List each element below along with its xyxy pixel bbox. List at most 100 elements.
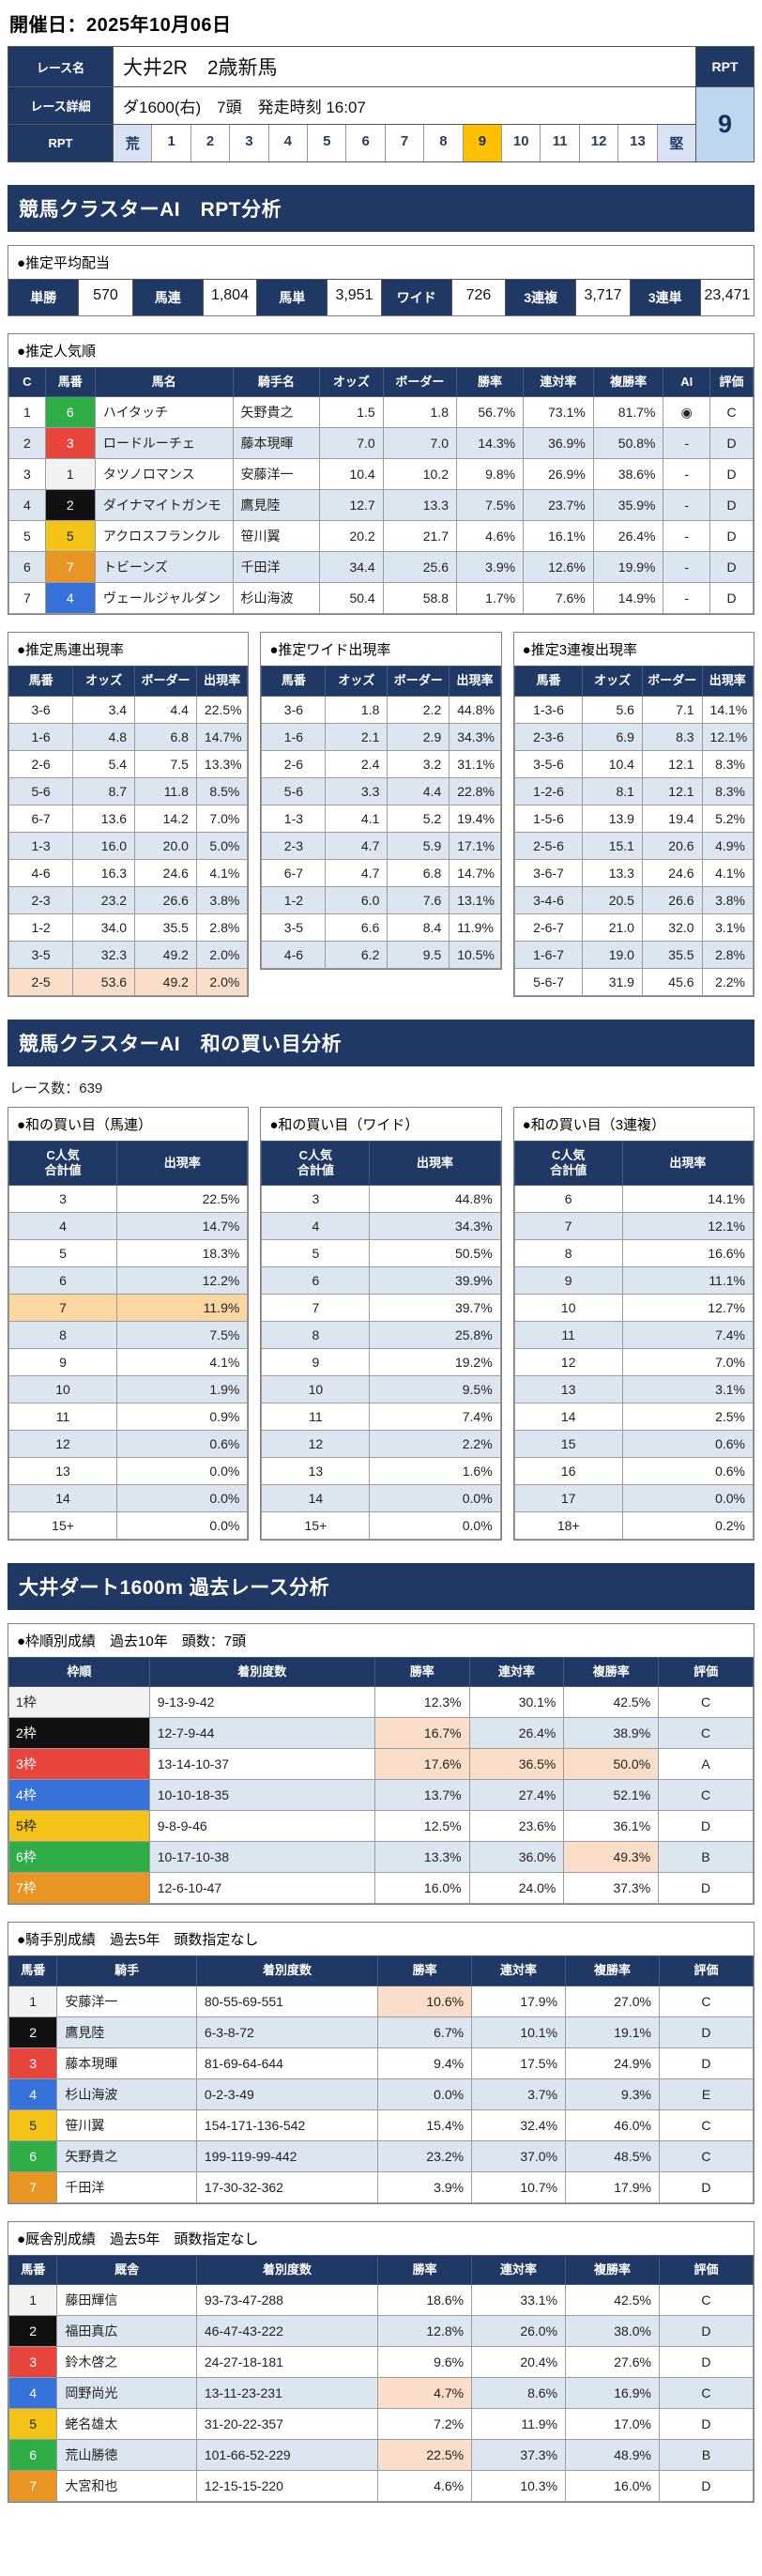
cell: 34.0 [72, 912, 136, 942]
cell: 1 [8, 396, 46, 429]
cell: 199-119-99-442 [195, 2139, 379, 2172]
wide-table: 馬番 オッズ ボーダー 出現率 3-6 1.8 2.2 44.8% 1-6 2.1 2.9 34.3%… [261, 666, 501, 969]
cell: 19.1% [565, 2016, 660, 2048]
cell: 20.6 [641, 831, 703, 860]
cell: 16.6% [621, 1239, 754, 1267]
table-row: 7 大宮和也 12-15-15-220 4.6% 10.3% 16.0% D [8, 2469, 754, 2502]
table-row: 1-3 16.0 20.0 5.0% [8, 831, 249, 860]
cell: 12.6% [523, 551, 594, 584]
cell: 2.2% [701, 967, 754, 996]
table-row: 1 安藤洋一 80-55-69-551 10.6% 17.9% 27.0% C [8, 1985, 754, 2017]
rpt-scale-cell: 1 [151, 125, 190, 161]
cell: 12.7% [621, 1294, 754, 1322]
rpt-scale-cell: 13 [617, 125, 657, 161]
cell: 19.4 [641, 804, 703, 833]
cell: 7.0 [319, 427, 384, 460]
sanrenpuku-box: ●推定3連複出現率 馬番 オッズ ボーダー 出現率 1-3-6 5.6 7.1 14.1% 2-… [512, 632, 754, 997]
rpt-scale-cell-container: 荒 1 2 3 4 5 6 7 8 9 10 11 12 13 堅 [113, 124, 696, 162]
occurrence-tables-row: ●推定馬連出現率 馬番 オッズ ボーダー 出現率 3-6 3.4 4.4 22.5% 1-6 4.… [8, 632, 754, 997]
cell: 13 [261, 1457, 371, 1485]
cell: C [658, 1779, 754, 1812]
column-header: 勝率 [373, 1656, 470, 1688]
cell: 16.0% [565, 2469, 660, 2502]
cell: 17.0% [565, 2407, 660, 2440]
cell: 46.0% [565, 2108, 660, 2141]
cell: 6.2 [325, 940, 389, 969]
cell: 3.8% [195, 885, 249, 914]
cell: 26.9% [523, 458, 594, 491]
rpt-scale: 荒 1 2 3 4 5 6 7 8 9 10 11 12 13 堅 [114, 125, 696, 161]
cell: 20.0 [134, 831, 197, 860]
cell: 10.6% [377, 1985, 473, 2017]
frame-results-box: ●枠順別成績 過去10年 頭数：7頭 枠順 着別度数 勝率 連対率 複勝率 評価 1枠 9-1… [8, 1623, 754, 1906]
cell: 1-6 [8, 722, 74, 751]
cell: D [709, 582, 754, 615]
table-row: 4 2 ダイナマイトガンモ 鷹見陸 12.7 13.3 7.5% 23.7% 35.9% - D [8, 489, 754, 522]
column-header: 馬名 [94, 366, 234, 398]
cell: 5 [261, 1239, 371, 1267]
cell: D [658, 1872, 754, 1905]
stable-results-box: ●厩舎別成績 過去5年 頭数指定なし 馬番 厩舎 着別度数 勝率 連対率 複勝率 評価 1 藤田… [8, 2220, 754, 2503]
cell: 6.0 [325, 885, 389, 914]
column-header: 出現率 [116, 1140, 249, 1186]
race-name-label: レース名 [8, 46, 114, 87]
cell: 9-8-9-46 [148, 1810, 375, 1843]
cell: 37.3% [471, 2438, 567, 2471]
cell: 4.9% [701, 831, 754, 860]
table-row: 5-6 3.3 4.4 22.8% [261, 776, 501, 805]
cell: D [709, 489, 754, 522]
cell: 1-2 [261, 885, 327, 914]
cell: C [658, 2139, 754, 2172]
cell: 50.4 [319, 582, 384, 615]
cell: C [709, 396, 754, 429]
section-title-wa-kaime: 競馬クラスターAI 和の買い目分析 [8, 1019, 754, 1066]
cell: 4.7 [325, 831, 389, 860]
section-title-rpt-analysis: 競馬クラスターAI RPT分析 [8, 185, 754, 232]
cell: 6-7 [8, 804, 74, 833]
cell: 22.8% [449, 776, 501, 805]
cell: 7.4% [369, 1403, 501, 1431]
cell: 7.5% [455, 489, 525, 522]
cell: 13.3 [382, 489, 457, 522]
table-row: 1 藤田輝信 93-73-47-288 18.6% 33.1% 42.5% C [8, 2283, 754, 2316]
cell: D [658, 2345, 754, 2378]
cell: トビーンズ [94, 551, 234, 584]
cell: 12-6-10-47 [148, 1872, 375, 1905]
horse-number-cell: 1 [8, 1985, 58, 2017]
cell: B [658, 1841, 754, 1874]
cell: 14 [261, 1484, 371, 1512]
horse-number-cell: 7 [8, 2469, 58, 2502]
table-row: 1-2 6.0 7.6 13.1% [261, 885, 501, 914]
cell: 12 [513, 1348, 623, 1376]
cell: C [658, 1985, 754, 2017]
cell: 36.0% [468, 1841, 565, 1874]
cell: 18+ [513, 1511, 623, 1540]
cell: 49.2 [134, 967, 197, 996]
table-row: 6 荒山勝徳 101-66-52-229 22.5% 37.3% 48.9% B [8, 2438, 754, 2471]
table-row: 4枠 10-10-18-35 13.7% 27.4% 52.1% C [8, 1779, 754, 1812]
cell: 12.8% [377, 2314, 473, 2347]
cell: D [658, 2407, 754, 2440]
cell: 9 [513, 1266, 623, 1295]
table-row: 3-6-7 13.3 24.6 4.1% [513, 858, 754, 887]
column-header: ボーダー [382, 366, 457, 398]
cell: D [709, 427, 754, 460]
cell: 4.7% [377, 2376, 473, 2409]
cell: 0.6% [116, 1430, 249, 1458]
cell: 8 [8, 1321, 118, 1349]
cell: 4.1% [116, 1348, 249, 1376]
column-header: 出現率 [701, 666, 754, 697]
cell: 7.0% [621, 1348, 754, 1376]
event-date: 開催日：2025年10月06日 [9, 15, 232, 36]
table-row: 5 18.3% [8, 1239, 249, 1267]
cell: 39.7% [369, 1294, 501, 1322]
frame-number-cell: 6枠 [8, 1841, 150, 1874]
cell: 26.6 [134, 885, 197, 914]
cell: 7.5% [116, 1321, 249, 1349]
cell: 2-3-6 [513, 722, 584, 751]
cell: 1.7% [455, 582, 525, 615]
cell: 5-6-7 [513, 967, 584, 996]
cell: 0.0% [621, 1484, 754, 1512]
cell: 3 [8, 1185, 118, 1213]
cell: 7 [8, 1294, 118, 1322]
